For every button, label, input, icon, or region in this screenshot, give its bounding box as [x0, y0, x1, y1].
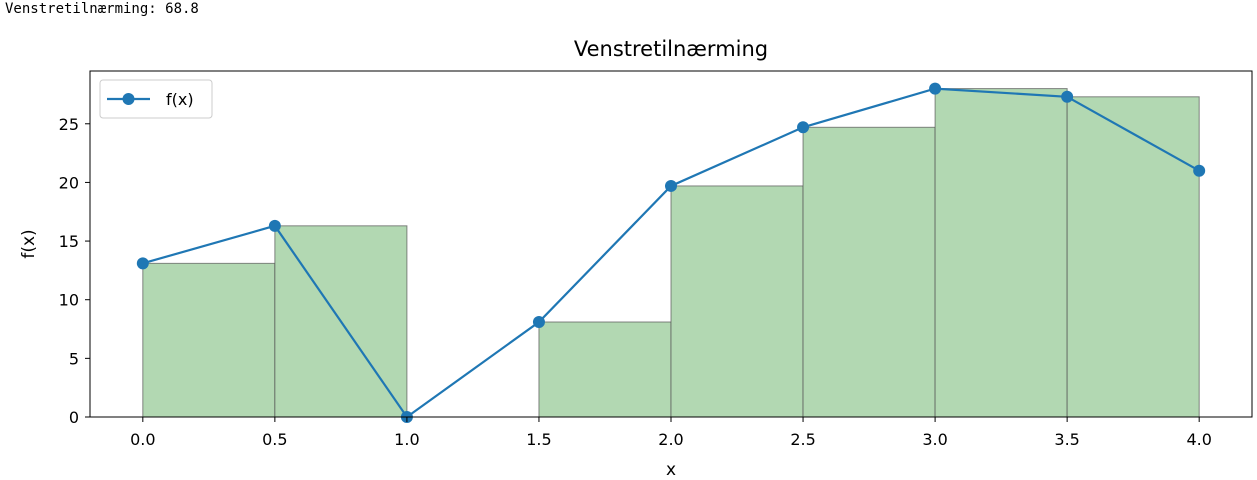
- y-tick-label: 20: [59, 173, 79, 192]
- x-tick-label: 4.0: [1186, 430, 1211, 449]
- legend-label: f(x): [166, 90, 194, 109]
- riemann-rectangle: [802, 126, 936, 418]
- x-tick-label: 1.0: [394, 430, 419, 449]
- data-point: [929, 82, 942, 95]
- riemann-rectangle: [670, 185, 804, 418]
- legend-box: [99, 79, 213, 119]
- data-point: [532, 315, 545, 328]
- y-tick-label: 0: [69, 408, 79, 427]
- x-tick-label: 3.0: [922, 430, 947, 449]
- x-tick-label: 2.0: [658, 430, 683, 449]
- x-tick-label: 0.0: [130, 430, 155, 449]
- riemann-rectangle: [538, 321, 672, 418]
- data-point: [1193, 164, 1206, 177]
- data-point: [268, 219, 281, 232]
- series-layer: [136, 82, 1206, 423]
- x-tick-label: 1.5: [526, 430, 551, 449]
- data-point: [1061, 90, 1074, 103]
- x-axis-ticks: 0.0 0.5 1.0 1.5 2.0 2.5 3.0 3.5 4.0: [130, 417, 1212, 449]
- legend: f(x): [99, 79, 213, 119]
- legend-marker-swatch: [122, 93, 135, 105]
- data-point: [136, 257, 149, 270]
- output-text: Venstretilnærming: 68.8: [5, 1, 199, 17]
- y-axis-label: f(x): [19, 229, 39, 258]
- data-point: [665, 179, 677, 192]
- y-tick-label: 25: [59, 115, 79, 134]
- riemann-rectangle: [934, 88, 1068, 418]
- y-axis-ticks: 0 5 10 15 20 25: [59, 115, 90, 427]
- riemann-rectangle: [1066, 96, 1200, 418]
- x-axis-label: x: [666, 460, 676, 480]
- x-tick-label: 2.5: [790, 430, 815, 449]
- y-tick-label: 5: [69, 349, 79, 368]
- chart-title: Venstretilnærming: [574, 37, 768, 61]
- rectangles-layer: [142, 88, 1200, 418]
- y-tick-label: 10: [59, 291, 79, 310]
- x-tick-label: 0.5: [262, 430, 287, 449]
- x-tick-label: 3.5: [1054, 430, 1079, 449]
- data-point: [797, 121, 810, 134]
- y-tick-label: 15: [59, 232, 79, 251]
- riemann-rectangle: [142, 262, 276, 418]
